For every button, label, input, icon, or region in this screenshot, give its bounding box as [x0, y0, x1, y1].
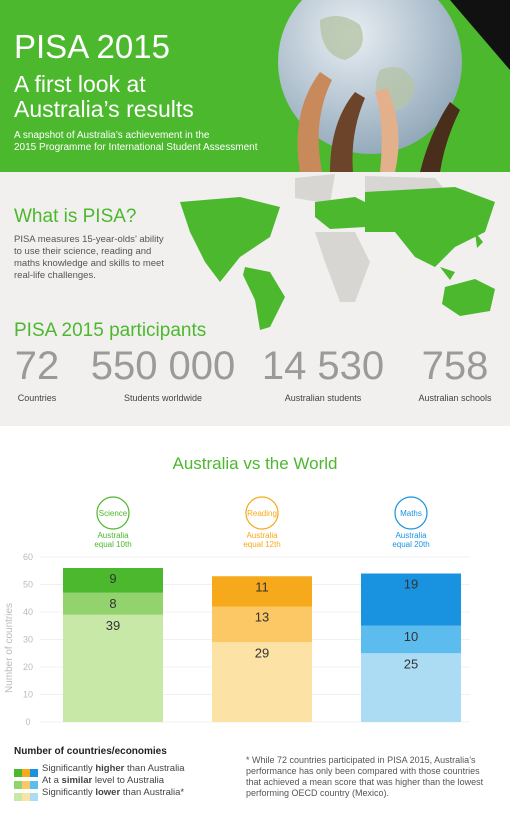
- chart-title: Australia vs the World: [172, 454, 337, 473]
- globe-art: [278, 0, 510, 172]
- y-tick-label: 20: [23, 662, 33, 672]
- category-badge: [245, 496, 279, 530]
- rank-annotation: equal 20th: [392, 540, 429, 549]
- stat-label: Australian students: [284, 393, 362, 403]
- stat-value: 14 530: [261, 344, 385, 388]
- header: PISA 2015 A first look at Australia’s re…: [0, 0, 510, 172]
- stat-label: Countries: [17, 393, 57, 403]
- category-label: Reading: [247, 509, 277, 518]
- bar-segment: [212, 576, 312, 607]
- legend-label: Significantly lower than Australia*: [42, 787, 185, 798]
- title: PISA 2015: [14, 28, 170, 65]
- category-label: Science: [99, 509, 128, 518]
- paragraph-line: maths knowledge and skills to meet: [14, 258, 164, 269]
- data-label: 29: [255, 645, 269, 660]
- y-tick-label: 0: [25, 717, 30, 727]
- stat-label: Students worldwide: [123, 393, 203, 403]
- rank-annotation: equal 12th: [243, 540, 280, 549]
- data-label: 39: [106, 618, 120, 633]
- paragraph-line: to use their science, reading and: [14, 246, 152, 257]
- y-tick-label: 40: [23, 607, 33, 617]
- paragraph-line: PISA measures 15-year-olds’ ability: [14, 234, 164, 245]
- bar-segment: [361, 573, 461, 626]
- legend-title: Number of countries/economies: [14, 746, 167, 757]
- bar-segment: [361, 625, 461, 654]
- chart: Australia vs the World Number of countri…: [4, 454, 470, 727]
- bar-segment: [361, 653, 461, 722]
- legend-swatch: [14, 776, 38, 794]
- legend-label: At a similar level to Australia: [42, 775, 165, 786]
- y-tick-label: 30: [23, 635, 33, 645]
- rank-annotation: equal 10th: [94, 540, 131, 549]
- section-heading: PISA 2015 participants: [14, 320, 207, 341]
- y-tick-label: 60: [23, 552, 33, 562]
- bar-segment: [212, 642, 312, 722]
- y-tick-label: 50: [23, 580, 33, 590]
- category-badge: [394, 496, 428, 530]
- world-map: [180, 174, 495, 330]
- description: 2015 Programme for International Student…: [14, 142, 258, 153]
- rank-annotation: Australia: [97, 531, 129, 540]
- category-label: Maths: [400, 509, 422, 518]
- data-label: 13: [255, 610, 269, 625]
- section-heading: What is PISA?: [14, 206, 137, 227]
- rank-annotation: Australia: [246, 531, 278, 540]
- rank-annotation: Australia: [395, 531, 427, 540]
- y-axis-label: Number of countries: [4, 603, 15, 693]
- data-label: 25: [404, 656, 418, 671]
- bar-segment: [63, 568, 163, 593]
- stat-value: 72: [14, 344, 60, 388]
- subtitle: Australia’s results: [14, 96, 194, 122]
- legend-label: Significantly higher than Australia: [42, 763, 185, 774]
- category-badge: [96, 496, 130, 530]
- bar-segment: [63, 592, 163, 615]
- stat-value: 550 000: [90, 344, 236, 388]
- stat-label: Australian schools: [418, 393, 492, 403]
- subtitle: A first look at: [14, 71, 146, 97]
- footnote: * While 72 countries participated in PIS…: [246, 755, 484, 798]
- stat-value: 758: [421, 344, 489, 388]
- data-label: 10: [404, 629, 418, 644]
- bar-segment: [63, 614, 163, 722]
- legend-swatch: [14, 788, 38, 806]
- paragraph-line: real-life challenges.: [14, 270, 96, 281]
- y-tick-label: 10: [23, 690, 33, 700]
- data-label: 19: [404, 577, 418, 592]
- description: A snapshot of Australia’s achievement in…: [14, 130, 210, 141]
- about-section: What is PISA? PISA measures 15-year-olds…: [0, 172, 510, 426]
- bar-segment: [212, 606, 312, 643]
- data-label: 8: [109, 596, 116, 611]
- data-label: 9: [109, 571, 116, 586]
- legend-swatch: [14, 764, 38, 782]
- data-label: 11: [255, 579, 269, 594]
